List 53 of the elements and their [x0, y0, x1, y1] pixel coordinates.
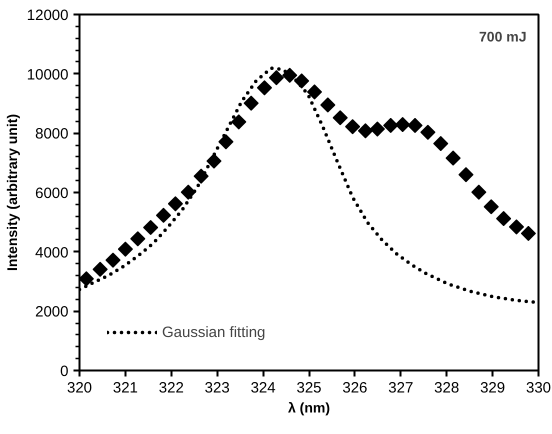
point [520, 226, 536, 242]
x-tick-label: 328 [434, 380, 460, 396]
point [244, 96, 259, 111]
y-tick-label: 6000 [35, 185, 69, 202]
point [268, 70, 284, 86]
x-tick-label: 325 [296, 380, 322, 396]
point [458, 167, 474, 182]
point [395, 116, 410, 132]
point [130, 231, 146, 246]
point [256, 80, 272, 96]
point [383, 118, 398, 134]
point [118, 242, 133, 257]
point [370, 121, 385, 137]
point [433, 136, 448, 152]
x-tick-label: 321 [112, 380, 138, 396]
point [484, 199, 499, 214]
y-axis-title: Intensity (arbitrary unit) [4, 114, 20, 272]
point [345, 119, 360, 134]
x-tick-label: 320 [66, 380, 92, 396]
point [407, 118, 423, 134]
annotation: 700 mJ [479, 28, 526, 44]
x-tick-label: 327 [388, 380, 414, 396]
y-tick-label: 10000 [26, 66, 69, 84]
point [320, 97, 336, 113]
legend-label: Gaussian fitting [162, 324, 266, 340]
y-tick-label: 0 [60, 363, 68, 380]
point [80, 271, 94, 286]
point [105, 252, 121, 268]
point [231, 114, 246, 130]
point [143, 220, 158, 236]
x-tick-label: 323 [204, 380, 230, 396]
point [446, 150, 461, 166]
point [306, 84, 322, 100]
x-axis-title: λ (nm) [288, 400, 330, 416]
point [496, 211, 512, 226]
point [332, 110, 348, 126]
point [508, 219, 524, 234]
x-tick-label: 322 [158, 380, 184, 396]
point [471, 184, 486, 200]
point [180, 184, 196, 200]
y-tick-label: 8000 [35, 126, 69, 143]
x-tick-label: 330 [526, 380, 552, 396]
x-tick-label: 329 [480, 380, 506, 396]
point [156, 208, 172, 223]
x-tick-label: 324 [250, 380, 276, 396]
point [358, 123, 374, 138]
y-tick-label: 4000 [35, 244, 69, 262]
y-tick-label: 2000 [35, 304, 69, 321]
y-tick-label: 12000 [26, 7, 69, 24]
point [168, 196, 183, 212]
point [92, 262, 108, 277]
point [420, 124, 436, 140]
x-tick-label: 326 [342, 380, 368, 396]
